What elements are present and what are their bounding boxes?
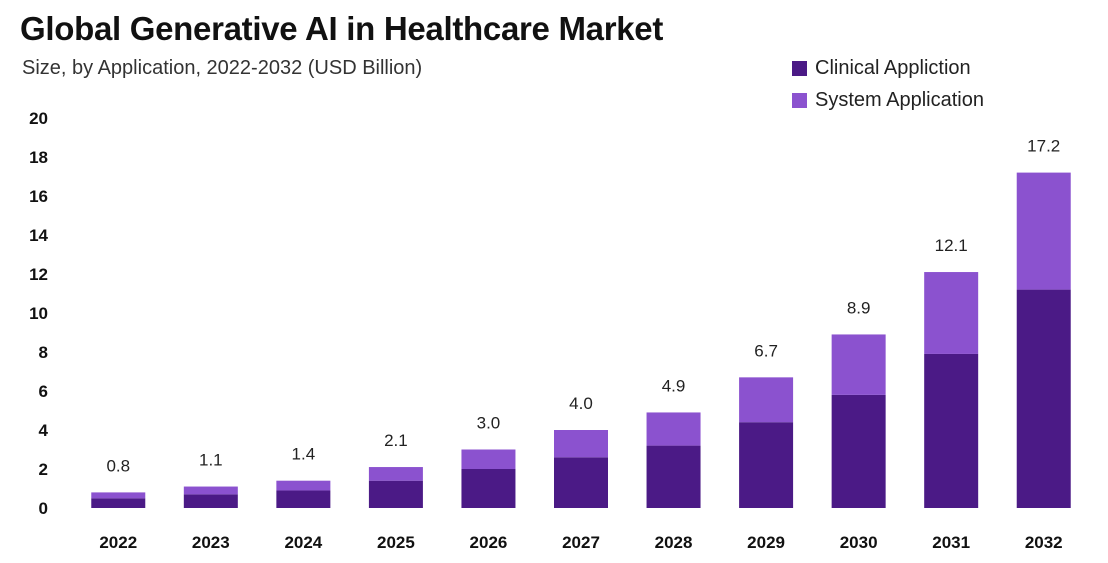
x-tick-label: 2026: [470, 533, 508, 552]
chart-title: Global Generative AI in Healthcare Marke…: [20, 10, 664, 47]
bar-clinical-2029: [739, 422, 794, 508]
bar-system-2025: [368, 467, 423, 481]
bar-clinical-2025: [368, 480, 423, 508]
data-labels-group: 0.8 1.1 1.4 2.1 3.0 4.0 4.9 6.7 8.9 12.1 17.2: [106, 137, 1060, 476]
bar-clinical-2024: [276, 490, 331, 508]
y-tick-label: 0: [39, 499, 48, 518]
total-label-2028: 4.9: [662, 376, 686, 395]
bar-clinical-2022: [91, 498, 146, 508]
x-tick-label: 2025: [377, 533, 415, 552]
x-axis: 2022 2023 2024 2025 2026 2027 2028 2029 2030 2031…: [99, 533, 1062, 552]
total-label-2029: 6.7: [754, 341, 778, 360]
y-tick-label: 12: [29, 265, 48, 284]
total-label-2030: 8.9: [847, 298, 871, 317]
bar-system-2027: [554, 430, 608, 458]
y-tick-label: 20: [29, 109, 48, 128]
bar-system-2031: [924, 272, 979, 354]
y-tick-label: 16: [29, 187, 48, 206]
bar-system-2026: [461, 449, 516, 469]
x-tick-label: 2024: [284, 533, 322, 552]
bar-clinical-2031: [924, 353, 979, 508]
bar-system-2030: [831, 334, 886, 395]
x-tick-label: 2027: [562, 533, 600, 552]
total-label-2027: 4.0: [569, 394, 593, 413]
bar-clinical-2030: [831, 394, 886, 508]
y-tick-label: 18: [29, 148, 48, 167]
total-label-2023: 1.1: [199, 451, 223, 470]
bar-system-2022: [91, 492, 146, 499]
bar-clinical-2026: [461, 469, 516, 508]
bar-system-2032: [1016, 172, 1071, 290]
y-tick-label: 10: [29, 304, 48, 323]
legend-label-clinical: Clinical Appliction: [815, 56, 971, 79]
bar-system-2024: [276, 480, 331, 491]
y-tick-label: 6: [39, 382, 48, 401]
x-tick-label: 2030: [840, 533, 878, 552]
legend-item-system: System Application: [792, 84, 984, 116]
bar-clinical-2023: [183, 494, 238, 508]
x-tick-label: 2022: [99, 533, 137, 552]
legend-swatch-clinical: [792, 60, 807, 76]
bar-system-2029: [739, 377, 794, 423]
total-label-2032: 17.2: [1027, 137, 1060, 156]
x-tick-label: 2032: [1025, 533, 1063, 552]
chart-subtitle: Size, by Application, 2022-2032 (USD Bil…: [22, 57, 423, 79]
y-tick-label: 2: [39, 460, 48, 479]
total-label-2031: 12.1: [935, 236, 968, 255]
y-tick-label: 4: [39, 421, 49, 440]
y-axis: 0 2 4 6 8 10 12 14 16 18 20: [29, 109, 48, 518]
x-tick-label: 2031: [932, 533, 970, 552]
y-tick-label: 14: [29, 226, 48, 245]
legend: Clinical Appliction System Application: [792, 52, 984, 116]
x-tick-label: 2029: [747, 533, 785, 552]
legend-label-system: System Application: [815, 88, 984, 111]
y-tick-label: 8: [39, 343, 48, 362]
total-label-2026: 3.0: [477, 414, 501, 433]
bar-clinical-2027: [554, 457, 608, 508]
legend-swatch-system: [792, 92, 807, 108]
x-tick-label: 2028: [655, 533, 693, 552]
total-label-2025: 2.1: [384, 431, 408, 450]
bar-clinical-2028: [646, 445, 701, 508]
bars-group: [91, 172, 1071, 508]
total-label-2024: 1.4: [292, 445, 316, 464]
bar-system-2028: [646, 412, 701, 446]
legend-item-clinical: Clinical Appliction: [792, 52, 984, 84]
x-tick-label: 2023: [192, 533, 230, 552]
bar-clinical-2032: [1016, 289, 1071, 508]
bar-system-2023: [183, 486, 238, 495]
total-label-2022: 0.8: [106, 456, 130, 475]
